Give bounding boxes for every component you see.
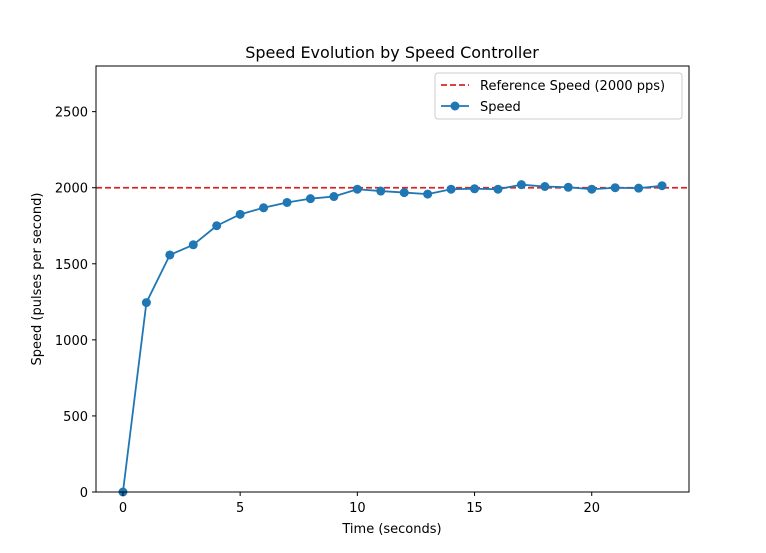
y-tick-label: 1500	[55, 258, 88, 273]
legend-frame	[434, 72, 683, 120]
data-point	[259, 203, 269, 213]
x-tick-label: 5	[236, 501, 244, 516]
data-point	[212, 221, 222, 231]
data-point	[165, 250, 175, 260]
y-axis-label: Speed (pulses per second)	[30, 193, 45, 366]
data-point	[329, 192, 339, 202]
y-tick-label: 500	[63, 410, 88, 425]
chart-title: Speed Evolution by Speed Controller	[245, 43, 539, 62]
legend-reference-label: Reference Speed (2000 pps)	[480, 79, 665, 94]
y-tick-label: 1000	[55, 334, 88, 349]
data-point	[516, 180, 526, 190]
data-point	[446, 184, 456, 194]
data-point	[610, 183, 620, 193]
x-tick-label: 20	[583, 501, 600, 516]
legend-speed-label: Speed	[480, 100, 521, 115]
y-tick-label: 0	[80, 486, 88, 501]
y-tick-label: 2000	[55, 182, 88, 197]
data-point	[282, 197, 292, 207]
data-point	[657, 181, 667, 191]
axes: 0 5 10 15 20 0 500 1000 1500 2000 2500	[55, 65, 690, 516]
data-point	[305, 194, 315, 204]
data-point	[493, 184, 503, 194]
legend-speed-marker	[450, 101, 460, 111]
data-point	[423, 189, 433, 199]
data-point	[376, 186, 386, 196]
data-point	[188, 240, 198, 250]
x-tick-label: 10	[349, 501, 366, 516]
data-point	[634, 183, 644, 193]
series-line-speed	[122, 183, 663, 493]
data-point	[470, 184, 480, 194]
data-point	[141, 298, 151, 308]
data-point	[399, 188, 409, 198]
legend: Reference Speed (2000 pps) Speed	[434, 72, 683, 120]
plot-area	[96, 180, 689, 497]
data-point	[352, 184, 362, 194]
data-point	[235, 209, 245, 219]
data-point	[540, 181, 550, 191]
axes-frame	[95, 65, 690, 493]
y-tick-label: 2500	[55, 106, 88, 121]
x-tick-label: 15	[466, 501, 483, 516]
x-axis-label: Time (seconds)	[341, 522, 441, 537]
data-point	[563, 182, 573, 192]
x-tick-label: 0	[119, 501, 127, 516]
data-point	[587, 184, 597, 194]
